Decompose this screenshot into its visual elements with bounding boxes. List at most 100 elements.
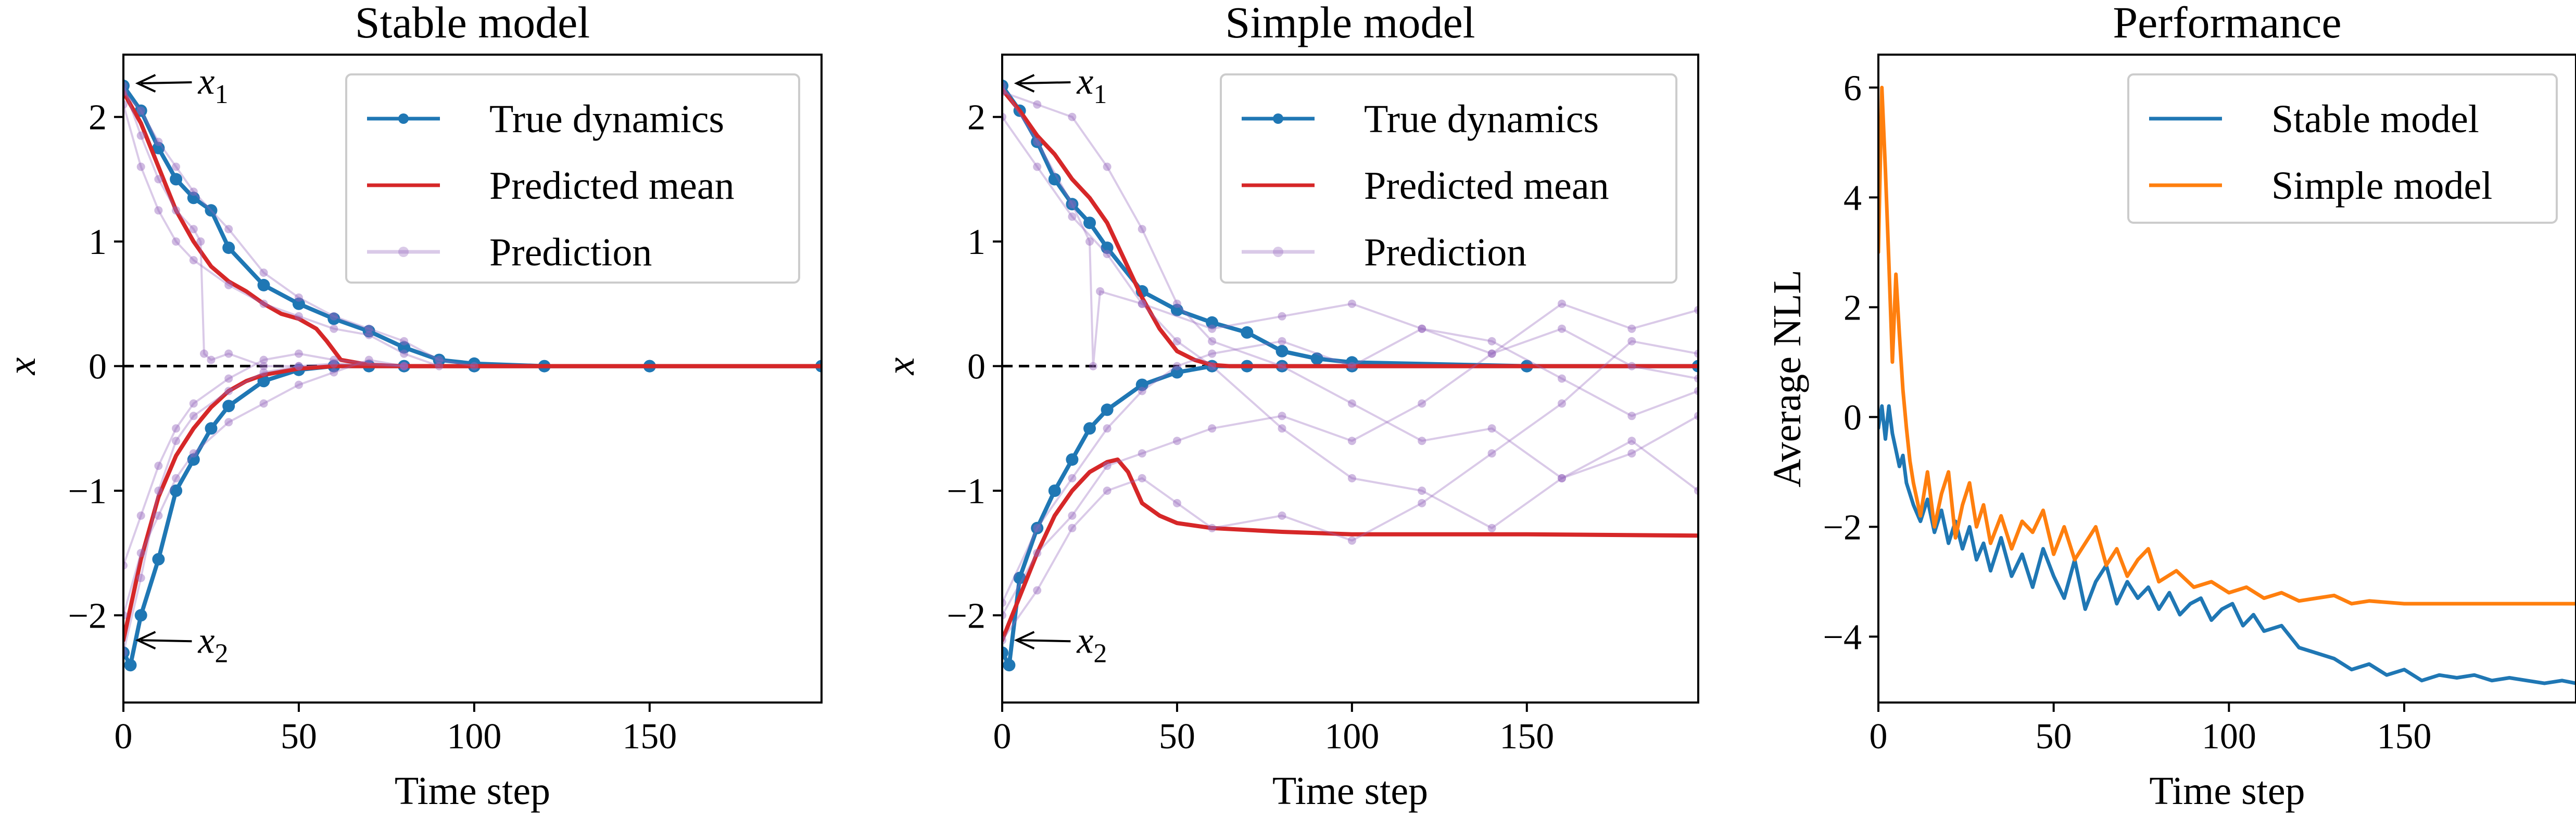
data-point-8-2 — [1068, 524, 1077, 532]
data-point-8-2 — [154, 487, 163, 495]
data-point-6-5 — [1172, 337, 1181, 346]
legend-label: Simple model — [2271, 164, 2492, 208]
axes-frame — [122, 54, 823, 704]
data-point-0-3 — [1048, 173, 1061, 186]
y-tick-label: 1 — [967, 222, 986, 262]
data-point-4-10 — [294, 362, 303, 371]
y-axis-label: x — [879, 357, 923, 375]
x-tick-label: 150 — [1499, 717, 1554, 757]
data-point-7-2 — [154, 511, 163, 520]
data-point-0-5 — [1083, 216, 1096, 229]
plot-area — [123, 79, 822, 672]
y-tick-label: −2 — [947, 596, 986, 636]
data-point-7-5 — [1172, 437, 1181, 445]
legend-frame — [2127, 73, 2558, 224]
data-point-4-12 — [1558, 299, 1566, 308]
data-point-4-9 — [1347, 299, 1356, 308]
data-point-1-8 — [1135, 378, 1148, 391]
series-sample-5 — [1002, 91, 1698, 479]
data-point-9-9 — [400, 362, 409, 371]
data-point-1-5 — [187, 453, 200, 466]
legend: True dynamics Predicted mean Prediction — [345, 73, 800, 284]
data-point-7-1 — [136, 548, 145, 557]
data-point-4-4 — [189, 225, 198, 234]
data-point-6-10 — [400, 349, 409, 358]
x-axis-label: Time step — [2149, 769, 2305, 813]
annotation-subscript: 2 — [1093, 639, 1107, 668]
x-tick-label: 100 — [2202, 717, 2256, 757]
x-axis-label: Time step — [1272, 769, 1428, 813]
series-line-0 — [1878, 404, 2576, 685]
data-point-8-9 — [1418, 499, 1426, 507]
data-point-0-10 — [362, 325, 375, 338]
panel-3: 0 50 100 150 −4 −2 0 2 4 6 Performance Time step Ave… — [1765, 0, 2576, 813]
data-point-7-11 — [1558, 324, 1566, 333]
data-point-1-1 — [1003, 659, 1016, 672]
data-point-8-11 — [1558, 399, 1566, 408]
data-point-4-10 — [1418, 324, 1426, 333]
data-point-5-5 — [1172, 299, 1181, 308]
axes-frame — [1877, 54, 2576, 704]
data-point-6-2 — [154, 206, 163, 215]
annotation-subscript: 1 — [214, 80, 228, 109]
data-point-7-4 — [1138, 449, 1146, 458]
data-point-0-2 — [152, 142, 165, 155]
data-point-8-6 — [259, 368, 268, 377]
data-point-0-6 — [1101, 241, 1114, 254]
data-point-5-3 — [1103, 162, 1112, 171]
data-point-5-10 — [1487, 424, 1496, 433]
data-point-9-10 — [1487, 337, 1496, 346]
y-tick-label: 4 — [1843, 178, 1862, 218]
data-point-0-7 — [257, 278, 270, 291]
data-point-5-8 — [1347, 399, 1356, 408]
data-point-6-11 — [435, 362, 444, 371]
data-point-8-3 — [1103, 487, 1112, 495]
data-point-5-10 — [400, 337, 409, 346]
data-point-5-2 — [154, 137, 163, 146]
data-point-1-9 — [1170, 366, 1183, 379]
x-tick-label: 50 — [2036, 717, 2072, 757]
x-tick-label: 150 — [2377, 717, 2432, 757]
y-tick-label: −1 — [68, 471, 107, 512]
data-point-1-7 — [1101, 403, 1114, 416]
data-point-5-8 — [330, 312, 338, 321]
series-sample-7 — [123, 359, 406, 617]
data-point-6-6 — [1208, 362, 1217, 371]
legend-label: True dynamics — [489, 97, 724, 141]
data-point-9-4 — [1138, 387, 1146, 395]
data-point-8-7 — [294, 362, 303, 371]
annotation-arrow-shaft — [141, 81, 192, 85]
annotation-label: x1 — [197, 60, 228, 109]
data-point-0-5 — [205, 204, 218, 217]
legend-label: Prediction — [489, 231, 652, 274]
y-tick-label: −4 — [1823, 617, 1862, 657]
data-point-1-7 — [222, 400, 235, 413]
data-point-4-3 — [1085, 237, 1094, 246]
data-point-4-5 — [1096, 287, 1105, 296]
x-tick-label: 100 — [447, 717, 501, 757]
data-point-4-7 — [1208, 324, 1217, 333]
legend: True dynamics Predicted mean Prediction — [1220, 73, 1677, 284]
data-point-6-8 — [1347, 474, 1356, 482]
data-point-1-0 — [123, 646, 130, 659]
data-point-9-5 — [224, 374, 233, 383]
series-mean-3 — [123, 364, 822, 643]
data-point-1-4 — [1048, 484, 1061, 497]
data-point-5-7 — [294, 293, 303, 302]
data-point-0-11 — [1276, 344, 1289, 358]
series-sample-6 — [123, 103, 440, 367]
data-point-4-7 — [207, 355, 216, 364]
data-point-8-4 — [189, 412, 198, 420]
data-point-6-2 — [1068, 212, 1077, 221]
legend-label: Predicted mean — [1364, 164, 1609, 208]
data-point-8-10 — [1487, 449, 1496, 458]
y-tick-label: 2 — [1843, 288, 1862, 328]
data-point-6-5 — [224, 280, 233, 289]
series-sample-5 — [123, 91, 475, 367]
data-point-4-13 — [1627, 324, 1636, 333]
data-point-5-5 — [224, 225, 233, 234]
annotation-arrow-shaft — [1019, 639, 1071, 643]
legend-marker — [1273, 113, 1283, 124]
data-point-8-12 — [1627, 337, 1636, 346]
